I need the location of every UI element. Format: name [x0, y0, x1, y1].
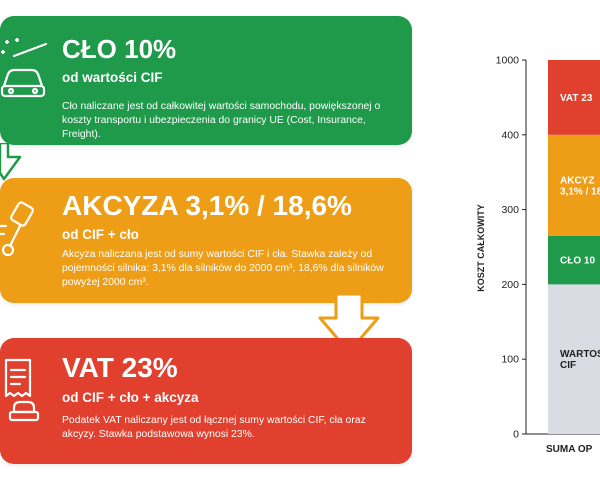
- y-tick-label: 0: [513, 429, 519, 441]
- data-label: 3,1% / 18,: [560, 186, 600, 197]
- y-tick-label: 200: [501, 279, 519, 291]
- y-tick-label: 1000: [496, 55, 520, 67]
- receipt-stamp-icon: [4, 358, 40, 422]
- card-title: AKCYZA 3,1% / 18,6%: [62, 190, 352, 221]
- data-label: CIF: [560, 360, 576, 371]
- data-label: VAT 23: [560, 93, 593, 104]
- card-description: Cło naliczane jest od całkowitej wartośc…: [62, 101, 381, 140]
- card-akcyza: AKCYZA 3,1% / 18,6% od CIF + cło Akcyza …: [0, 178, 412, 303]
- arrow-down-icon: [318, 292, 380, 354]
- bar-segment: [548, 60, 600, 135]
- y-axis-title: KOSZT CAŁKOWITY: [476, 204, 486, 292]
- arrow-down-icon: [0, 143, 22, 181]
- card-vat: VAT 23% od CIF + cło + akcyza Podatek VA…: [0, 338, 412, 464]
- bar-segment: [548, 134, 600, 236]
- car-barrier-icon: [0, 37, 48, 98]
- bar-segment: [548, 235, 600, 285]
- card-subtitle: od CIF + cło + akcyza: [62, 390, 199, 405]
- card-title: VAT 23%: [62, 352, 178, 383]
- y-tick-label: 100: [501, 354, 519, 366]
- data-label: AKCYZ: [560, 175, 594, 186]
- card-description: Podatek VAT naliczany jest od łącznej su…: [62, 415, 366, 440]
- x-tick-label: SUMA OP: [546, 444, 593, 455]
- card-description: Akcyza naliczana jest od sumy wartości C…: [62, 249, 384, 288]
- data-label: CŁO 10: [560, 256, 595, 267]
- engine-piston-icon: [0, 201, 34, 257]
- card-subtitle: od wartości CIF: [62, 70, 163, 85]
- y-tick-label: 300: [501, 204, 519, 216]
- data-label: WARTOŚ: [560, 347, 600, 360]
- y-tick-label: 400: [501, 129, 519, 141]
- card-subtitle: od CIF + cło: [62, 227, 139, 242]
- card-title: CŁO 10%: [62, 34, 177, 64]
- bar-segment: [548, 284, 600, 434]
- stacked-bar-chart: KOSZT CAŁKOWITY 0 100 200 300 400 1000 WARTOŚ…: [476, 55, 600, 455]
- card-clo: CŁO 10% od wartości CIF Cło naliczane je…: [0, 16, 412, 145]
